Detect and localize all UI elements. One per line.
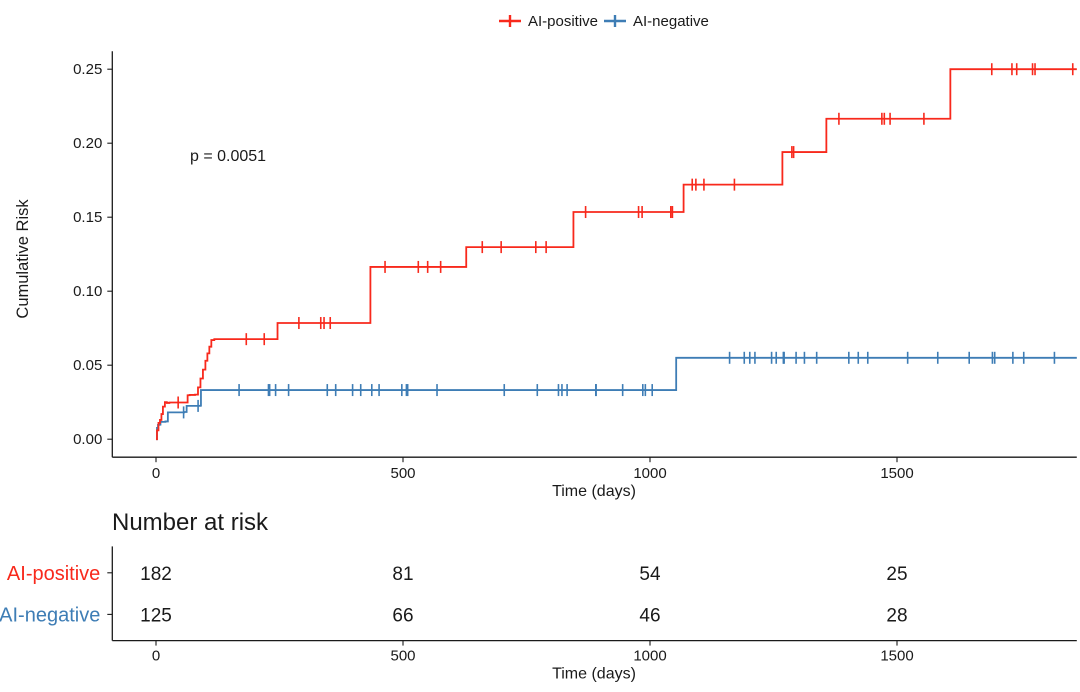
svg-text:28: 28 (886, 605, 907, 626)
svg-text:500: 500 (390, 648, 415, 665)
svg-text:Time (days): Time (days) (552, 666, 636, 683)
svg-text:0.25: 0.25 (73, 61, 102, 78)
svg-text:500: 500 (390, 465, 415, 482)
svg-text:0.05: 0.05 (73, 357, 102, 374)
svg-text:0: 0 (152, 648, 160, 665)
svg-text:0.00: 0.00 (73, 431, 102, 448)
svg-text:Cumulative Risk: Cumulative Risk (14, 199, 32, 319)
svg-text:0.20: 0.20 (73, 135, 102, 152)
svg-text:182: 182 (140, 564, 172, 585)
svg-text:p = 0.0051: p = 0.0051 (190, 148, 266, 165)
svg-text:46: 46 (639, 605, 660, 626)
svg-text:AI-positive: AI-positive (7, 563, 100, 585)
svg-text:66: 66 (392, 605, 413, 626)
svg-text:54: 54 (639, 564, 661, 585)
svg-text:AI-negative: AI-negative (0, 604, 100, 626)
svg-text:Time (days): Time (days) (552, 483, 636, 500)
svg-text:1000: 1000 (633, 648, 666, 665)
svg-text:125: 125 (140, 605, 172, 626)
svg-text:1500: 1500 (880, 465, 913, 482)
svg-text:1000: 1000 (633, 465, 666, 482)
svg-text:0.15: 0.15 (73, 209, 102, 226)
svg-text:81: 81 (392, 564, 413, 585)
svg-text:25: 25 (886, 564, 907, 585)
svg-text:0.10: 0.10 (73, 283, 102, 300)
svg-text:0: 0 (152, 465, 160, 482)
svg-text:1500: 1500 (880, 648, 913, 665)
